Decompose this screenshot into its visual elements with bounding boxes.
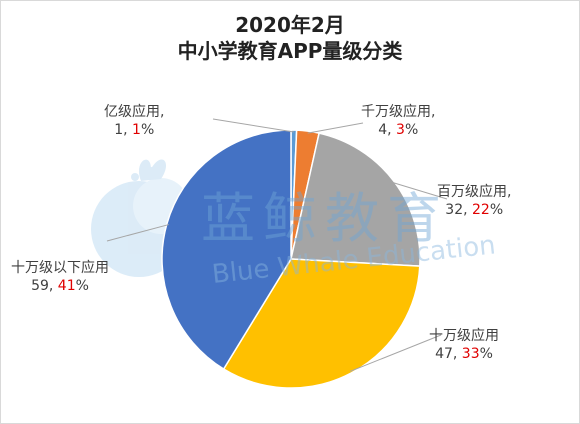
label-yi-pct: 1 xyxy=(132,122,141,138)
chart-title: 2020年2月 xyxy=(235,13,345,37)
chart-subtitle: 中小学教育APP量级分类 xyxy=(177,39,403,63)
label-qianwan: 千万级应用, 4, 3% xyxy=(361,103,435,139)
label-shiwan-below: 十万级以下应用 59, 41% xyxy=(11,259,109,295)
label-yi: 亿级应用, 1, 1% xyxy=(104,103,164,139)
label-shiwan-value: 47, 33% xyxy=(429,345,499,363)
leader-line xyxy=(307,122,364,134)
label-shiwan-below-name: 十万级以下应用 xyxy=(11,260,109,276)
label-shiwan-name: 十万级应用 xyxy=(429,328,499,344)
pie-slice xyxy=(161,129,292,371)
label-shiwan-count: 47, xyxy=(435,346,462,362)
leader-line xyxy=(212,118,294,133)
watermark-name: 蓝鲸教育 xyxy=(201,187,449,250)
label-shiwan: 十万级应用 47, 33% xyxy=(429,327,499,363)
label-baiwan-count: 32, xyxy=(445,202,473,218)
label-shiwan-below-count: 59, xyxy=(31,278,58,294)
label-baiwan-value: 32, 22% xyxy=(437,201,511,219)
label-baiwan: 百万级应用, 32, 22% xyxy=(437,183,511,219)
label-qianwan-count: 4, xyxy=(378,122,397,138)
leader-lines xyxy=(106,118,448,372)
pie-slice xyxy=(290,132,421,267)
leader-line xyxy=(106,224,169,242)
label-shiwan-below-value: 59, 41% xyxy=(11,277,109,295)
label-baiwan-suffix: % xyxy=(489,202,504,218)
label-shiwan-suffix: % xyxy=(479,346,493,362)
label-qianwan-pct: 3 xyxy=(396,122,405,138)
label-baiwan-name: 百万级应用, xyxy=(437,184,512,200)
label-shiwan-pct: 33 xyxy=(461,346,480,362)
label-yi-name: 亿级应用, xyxy=(104,104,165,120)
leader-line xyxy=(392,181,448,200)
whale-logo-icon xyxy=(91,159,189,277)
label-yi-count: 1, xyxy=(114,122,133,138)
pie-slice xyxy=(222,258,421,389)
label-yi-value: 1, 1% xyxy=(104,121,164,139)
label-qianwan-name: 千万级应用, xyxy=(361,104,436,120)
label-qianwan-value: 4, 3% xyxy=(361,121,435,139)
pie-slices xyxy=(161,129,421,389)
label-qianwan-suffix: % xyxy=(404,122,419,138)
label-shiwan-below-pct: 41 xyxy=(57,278,76,294)
label-baiwan-pct: 22 xyxy=(472,202,490,218)
leader-line xyxy=(349,334,442,372)
label-yi-suffix: % xyxy=(140,122,155,138)
label-shiwan-below-suffix: % xyxy=(75,278,89,294)
